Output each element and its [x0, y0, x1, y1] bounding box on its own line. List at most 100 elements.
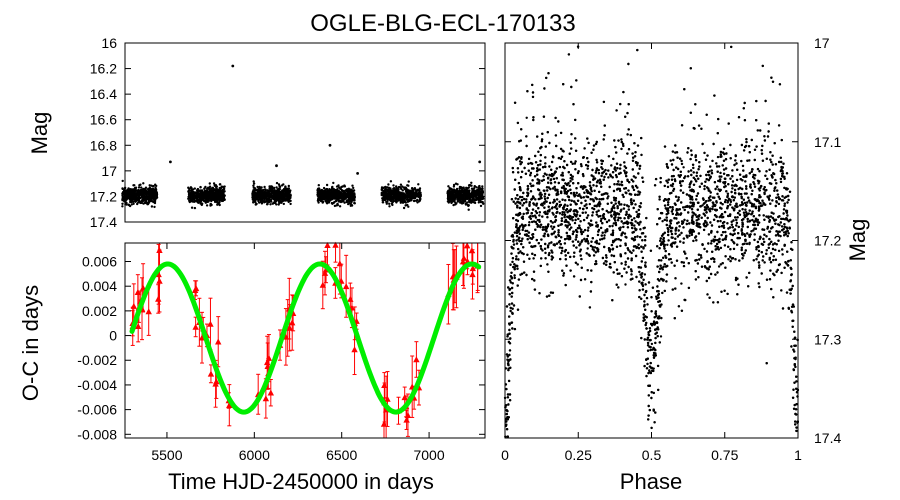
- light-curve-point: [213, 184, 217, 188]
- light-curve-point: [267, 198, 270, 201]
- light-curve-point: [256, 185, 259, 189]
- light-curve-point: [190, 206, 194, 209]
- light-curve-point: [459, 186, 463, 189]
- light-curve-point: [201, 193, 205, 197]
- light-curve-point: [331, 195, 334, 198]
- light-curve-point: [347, 194, 351, 197]
- light-curve-point: [474, 195, 477, 198]
- light-curve-point: [324, 190, 327, 193]
- light-curve-point: [251, 195, 254, 198]
- light-curve-point: [382, 198, 385, 202]
- light-curve-point: [464, 194, 468, 197]
- light-curve-point: [451, 192, 454, 195]
- light-curve-point: [317, 184, 320, 187]
- light-curve-point: [266, 202, 269, 206]
- light-curve-point: [287, 184, 290, 188]
- light-curve-point: [351, 189, 354, 193]
- y-tick-label: -0.002: [77, 352, 117, 368]
- x-tick-label: 7000: [413, 447, 444, 463]
- light-curve-point: [219, 189, 222, 193]
- light-curve-point: [147, 199, 150, 202]
- light-curve-point: [380, 188, 383, 191]
- light-curve-point: [222, 187, 226, 190]
- light-curve-point: [153, 205, 156, 209]
- light-curve-point: [336, 198, 339, 201]
- y-tick-label: -0.004: [77, 377, 117, 393]
- light-curve-point: [193, 206, 197, 210]
- light-curve-point: [326, 199, 329, 203]
- light-curve-point: [280, 184, 284, 187]
- y-tick-label: 0.006: [82, 254, 117, 270]
- light-curve-point: [263, 185, 266, 189]
- light-curve-point: [142, 182, 145, 185]
- light-curve-point: [131, 191, 134, 195]
- light-curve-point: [148, 192, 152, 195]
- light-curve-point: [381, 201, 384, 204]
- light-curve-point: [405, 198, 408, 201]
- light-curve-point: [352, 186, 355, 190]
- light-curve-point: [285, 197, 289, 200]
- light-curve-point: [471, 188, 475, 191]
- light-curve-point: [151, 196, 154, 199]
- light-curve-point: [333, 204, 337, 208]
- light-curve-point: [212, 182, 216, 185]
- light-curve-point: [390, 202, 394, 205]
- light-curve-point: [392, 184, 395, 187]
- light-curve-point: [254, 203, 257, 206]
- light-curve-point: [204, 195, 207, 199]
- light-curve-point: [477, 201, 480, 204]
- light-curve-point: [201, 202, 204, 205]
- light-curve-point: [320, 194, 323, 198]
- phased-point: [643, 273, 647, 276]
- light-curve-outlier: [169, 160, 172, 164]
- light-curve-point: [143, 199, 147, 202]
- o-c-y-label: O-C in days: [18, 285, 43, 401]
- light-curve-point: [281, 196, 285, 199]
- phased-point: [666, 243, 669, 246]
- light-curve-point: [199, 200, 203, 203]
- light-curve-outlier: [356, 172, 359, 175]
- light-curve-point: [449, 196, 453, 199]
- light-curve-point: [275, 186, 278, 189]
- light-curve-point: [452, 188, 456, 191]
- light-curve-point: [277, 203, 280, 206]
- phased-point: [661, 220, 664, 223]
- light-curve-point: [278, 190, 282, 193]
- light-curve-point: [142, 191, 145, 195]
- light-curve-point: [388, 202, 391, 205]
- light-curve-point: [139, 183, 142, 186]
- light-curve-point: [275, 197, 278, 201]
- light-curve-point: [193, 187, 196, 190]
- light-curve-point: [474, 191, 477, 194]
- light-curve-point: [204, 199, 207, 202]
- light-curve-point: [478, 190, 482, 193]
- light-curve-point: [192, 197, 196, 200]
- light-curve-point: [447, 189, 450, 193]
- light-curve-point: [324, 196, 327, 199]
- light-curve-point: [336, 203, 339, 207]
- light-curve-point: [289, 202, 292, 206]
- y-tick-label: -0.006: [77, 402, 117, 418]
- light-curve-point: [458, 192, 461, 195]
- light-curve-point: [323, 193, 327, 196]
- light-curve-point: [341, 193, 344, 196]
- light-curve-point: [342, 199, 345, 203]
- light-curve-point: [406, 189, 409, 192]
- light-curve-point: [417, 193, 420, 197]
- light-curve-point: [384, 187, 387, 191]
- light-curve-point: [134, 186, 138, 189]
- light-curve-point: [252, 182, 256, 185]
- phased-point: [680, 282, 683, 285]
- light-curve-point: [218, 186, 221, 190]
- light-curve-point: [403, 194, 406, 197]
- y-tick-label: 16.8: [90, 137, 117, 153]
- y-tick-label: 16.4: [90, 86, 117, 102]
- light-curve-point: [386, 186, 389, 189]
- y-tick-label: 0: [109, 328, 117, 344]
- light-curve-point: [216, 194, 219, 197]
- light-curve-point: [121, 195, 125, 198]
- light-curve-point: [133, 191, 136, 194]
- light-curve-point: [446, 200, 450, 203]
- light-curve-point: [151, 190, 154, 193]
